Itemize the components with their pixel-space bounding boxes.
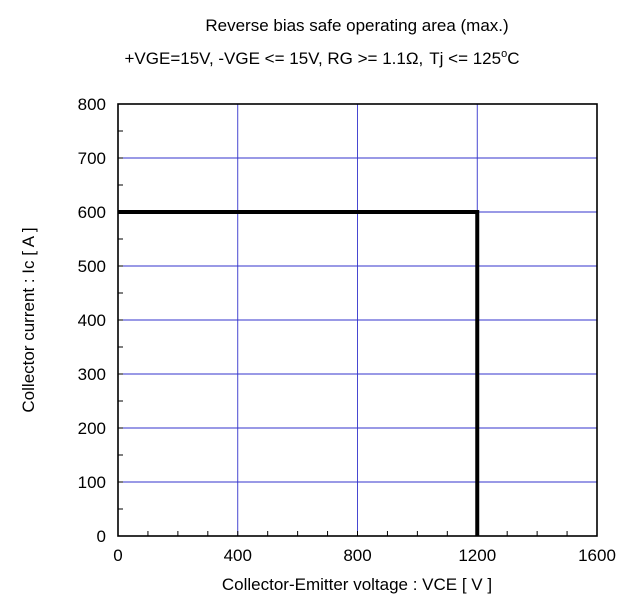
grid <box>118 104 597 536</box>
subtitle-main: +VGE=15V, -VGE <= 15V, RG >= 1.1Ω, <box>125 49 424 68</box>
y-axis-label: Collector current : Ic [ A ] <box>19 227 38 412</box>
y-tick-label: 800 <box>78 95 106 114</box>
y-tick-label: 0 <box>97 527 106 546</box>
subtitle-tj: Tj <= 125 <box>429 49 501 68</box>
y-tick-label: 500 <box>78 257 106 276</box>
plot-frame <box>117 103 598 537</box>
y-tick-labels: 0 100 200 300 400 500 600 700 800 <box>78 95 106 546</box>
y-tick-label: 400 <box>78 311 106 330</box>
chart-subtitle: +VGE=15V, -VGE <= 15V, RG >= 1.1Ω, Tj <= … <box>125 48 520 68</box>
x-tick-label: 1600 <box>578 546 616 565</box>
x-tick-label: 400 <box>224 546 252 565</box>
x-tick-label: 0 <box>113 546 122 565</box>
x-tick-label: 1200 <box>458 546 496 565</box>
y-tick-label: 200 <box>78 419 106 438</box>
y-tick-label: 300 <box>78 365 106 384</box>
x-tick-labels: 0 400 800 1200 1600 <box>113 546 616 565</box>
y-tick-label: 100 <box>78 473 106 492</box>
y-tick-label: 700 <box>78 149 106 168</box>
x-axis-label: Collector-Emitter voltage : VCE [ V ] <box>222 575 492 594</box>
x-tick-label: 800 <box>343 546 371 565</box>
series-line <box>118 210 480 536</box>
chart-title: Reverse bias safe operating area (max.) <box>205 16 508 35</box>
subtitle-unit: C <box>507 49 519 68</box>
subtitle-degree: o <box>501 48 507 60</box>
y-tick-label: 600 <box>78 203 106 222</box>
series-layer <box>118 210 480 536</box>
